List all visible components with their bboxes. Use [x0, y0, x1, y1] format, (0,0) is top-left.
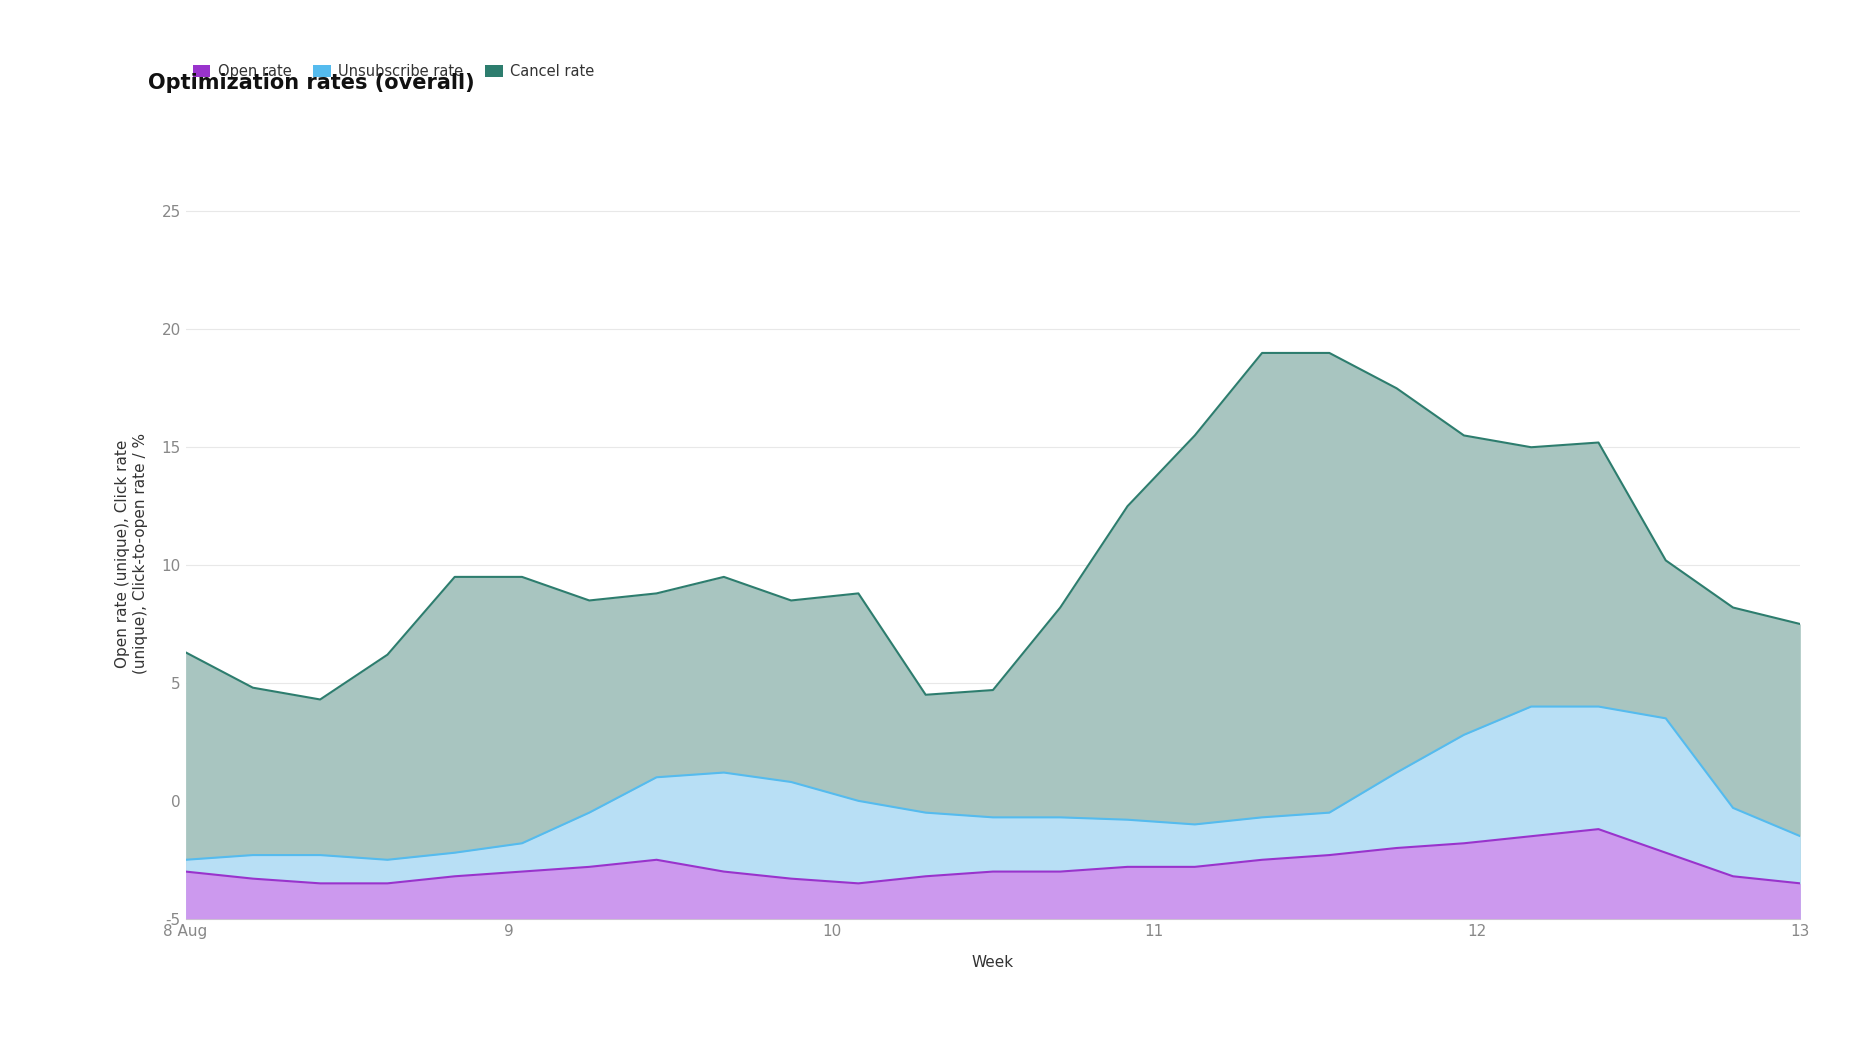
X-axis label: Week: Week [972, 955, 1013, 970]
Text: Optimization rates (overall): Optimization rates (overall) [148, 73, 475, 93]
Y-axis label: Open rate (unique), Click rate
(unique), Click-to-open rate / %: Open rate (unique), Click rate (unique),… [115, 433, 148, 673]
Legend: Open rate, Unsubscribe rate, Cancel rate: Open rate, Unsubscribe rate, Cancel rate [193, 64, 594, 78]
